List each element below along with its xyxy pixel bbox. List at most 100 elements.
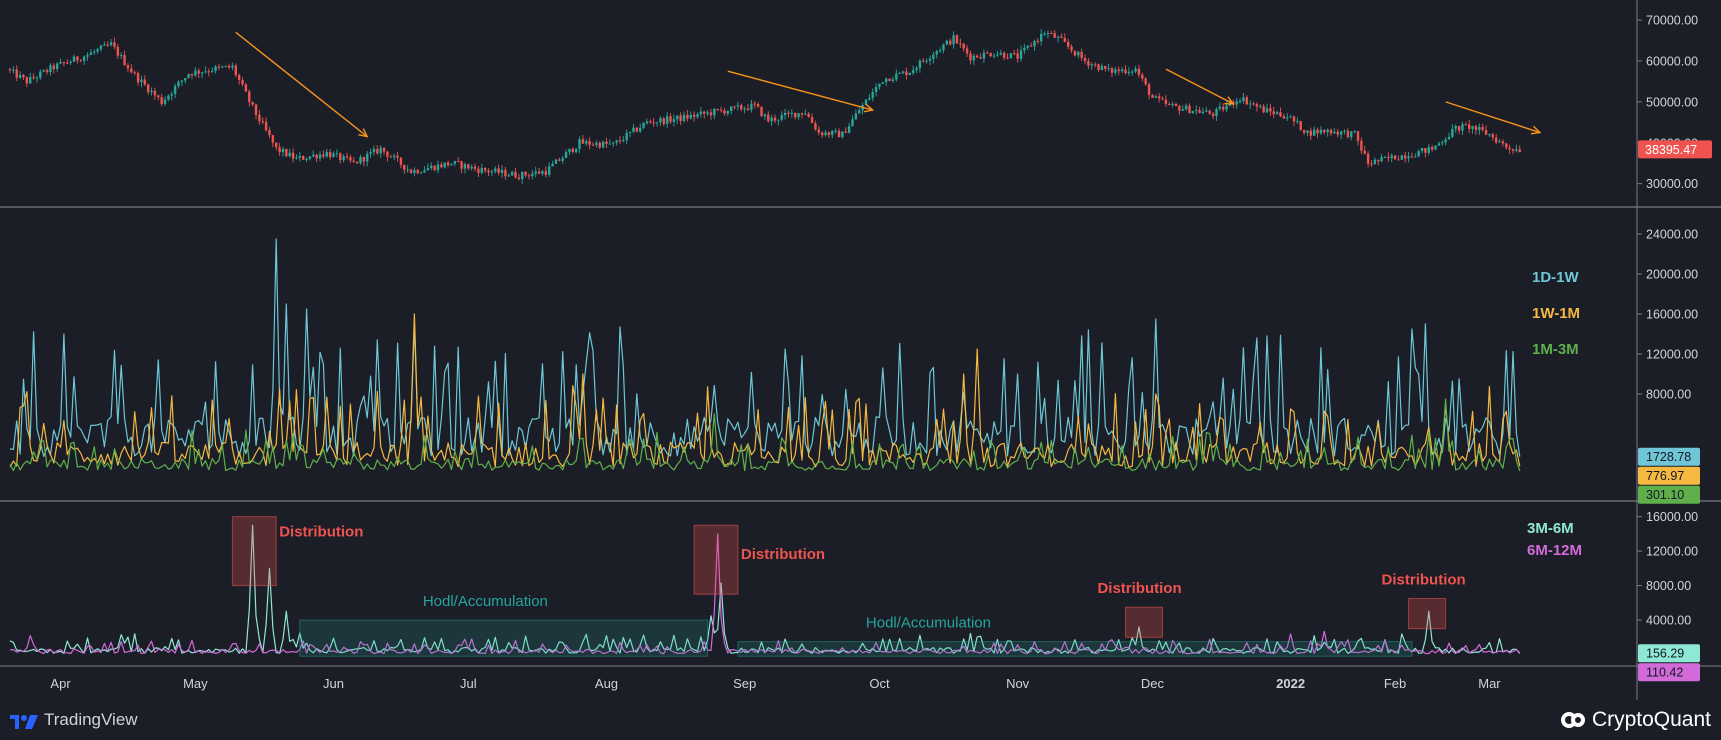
candle-body (804, 113, 807, 115)
candle-body (783, 112, 787, 116)
candle-body (113, 42, 116, 47)
candle-body (1245, 97, 1248, 105)
candle-body (1168, 103, 1171, 105)
distribution-box (1408, 598, 1447, 630)
candle-body (703, 111, 706, 114)
candle-body (740, 105, 743, 110)
candle-body (682, 114, 686, 121)
candle-body (1184, 105, 1188, 110)
candle-body (1144, 78, 1147, 85)
candle-body (1120, 69, 1124, 72)
candle-body (810, 117, 814, 124)
distribution-box (231, 516, 277, 587)
candle-body (1339, 131, 1343, 135)
candle-body (588, 141, 591, 145)
candle-body (1269, 108, 1272, 112)
trend-arrow-head (863, 103, 875, 113)
candle-body (504, 169, 507, 177)
candle-body (298, 156, 302, 158)
trend-arrows (235, 31, 1542, 138)
candle-body (1380, 157, 1383, 162)
candle-body (601, 141, 605, 148)
last-price-badge (1638, 140, 1712, 159)
candle-body (288, 152, 291, 157)
candle-body (241, 80, 244, 85)
candle-body (291, 152, 295, 159)
candle-body (982, 52, 986, 59)
candle-body (79, 60, 82, 62)
candle-body (841, 131, 844, 138)
candle-body (524, 172, 527, 176)
candle-body (1070, 46, 1073, 51)
candle-body (379, 147, 382, 154)
candle-body (1323, 129, 1326, 133)
candle-body (62, 62, 66, 64)
candle-body (82, 56, 86, 61)
candle-body (318, 154, 322, 159)
candle-body (1299, 121, 1302, 131)
candle-body (649, 121, 652, 123)
candle-body (992, 55, 996, 57)
candle-body (824, 132, 827, 136)
candle-body (1306, 130, 1309, 133)
candle-body (996, 54, 999, 56)
candle-body (837, 130, 841, 138)
candle-body (901, 71, 905, 73)
tradingview-logo[interactable]: TradingView (10, 708, 138, 732)
candle-body (52, 65, 56, 70)
candle-body (773, 117, 777, 121)
candle-body (66, 62, 69, 64)
candle-body (457, 161, 460, 163)
candle-body (972, 55, 976, 61)
y-tick-label: 16000.00 (1646, 308, 1698, 322)
candle-body (905, 71, 908, 76)
trend-arrow-line (1165, 68, 1234, 105)
candle-body (527, 175, 531, 177)
candle-body (729, 106, 733, 112)
last-value-badge (1638, 466, 1700, 485)
candle-body (22, 74, 25, 78)
candle-body (1181, 109, 1184, 111)
candle-body (157, 95, 160, 98)
distribution-label: Distribution (1097, 580, 1181, 597)
candle-body (1248, 103, 1252, 105)
candle-body (696, 114, 699, 117)
candle-body (591, 144, 595, 146)
trend-arrow-head (358, 128, 369, 138)
candle-body (258, 114, 261, 122)
candle-body (146, 84, 150, 93)
candle-body (571, 148, 574, 152)
cryptoquant-logo[interactable]: CryptoQuant (1560, 708, 1711, 732)
distribution-box (693, 524, 739, 595)
candle-body (1333, 131, 1336, 134)
candle-body (1265, 108, 1269, 113)
candle-body (847, 126, 851, 133)
candle-body (1151, 94, 1154, 98)
candle-body (278, 147, 281, 153)
candle-body (581, 139, 585, 144)
candle-body (1215, 108, 1218, 117)
annotations: Distribution Distribution Distribution Dist… (231, 516, 1466, 657)
candle-body (93, 51, 96, 53)
candle-body (709, 112, 713, 116)
candle-body (1373, 159, 1377, 164)
series-line-1W-1M (9, 313, 1521, 468)
candle-body (322, 154, 325, 157)
candle-body (18, 74, 22, 78)
candle-body (1063, 37, 1067, 42)
candle-body (150, 90, 153, 93)
candle-body (59, 62, 62, 64)
candle-body (224, 65, 227, 67)
candle-body (942, 44, 945, 51)
candle-body (281, 148, 285, 153)
candle-body (1080, 51, 1083, 58)
candle-body (1498, 141, 1501, 143)
candle-body (568, 148, 571, 153)
candle-body (888, 78, 891, 82)
candle-body (1511, 149, 1515, 151)
candle-body (514, 171, 517, 178)
candle-body (638, 127, 642, 132)
candle-body (1410, 156, 1414, 158)
candle-body (362, 157, 366, 162)
